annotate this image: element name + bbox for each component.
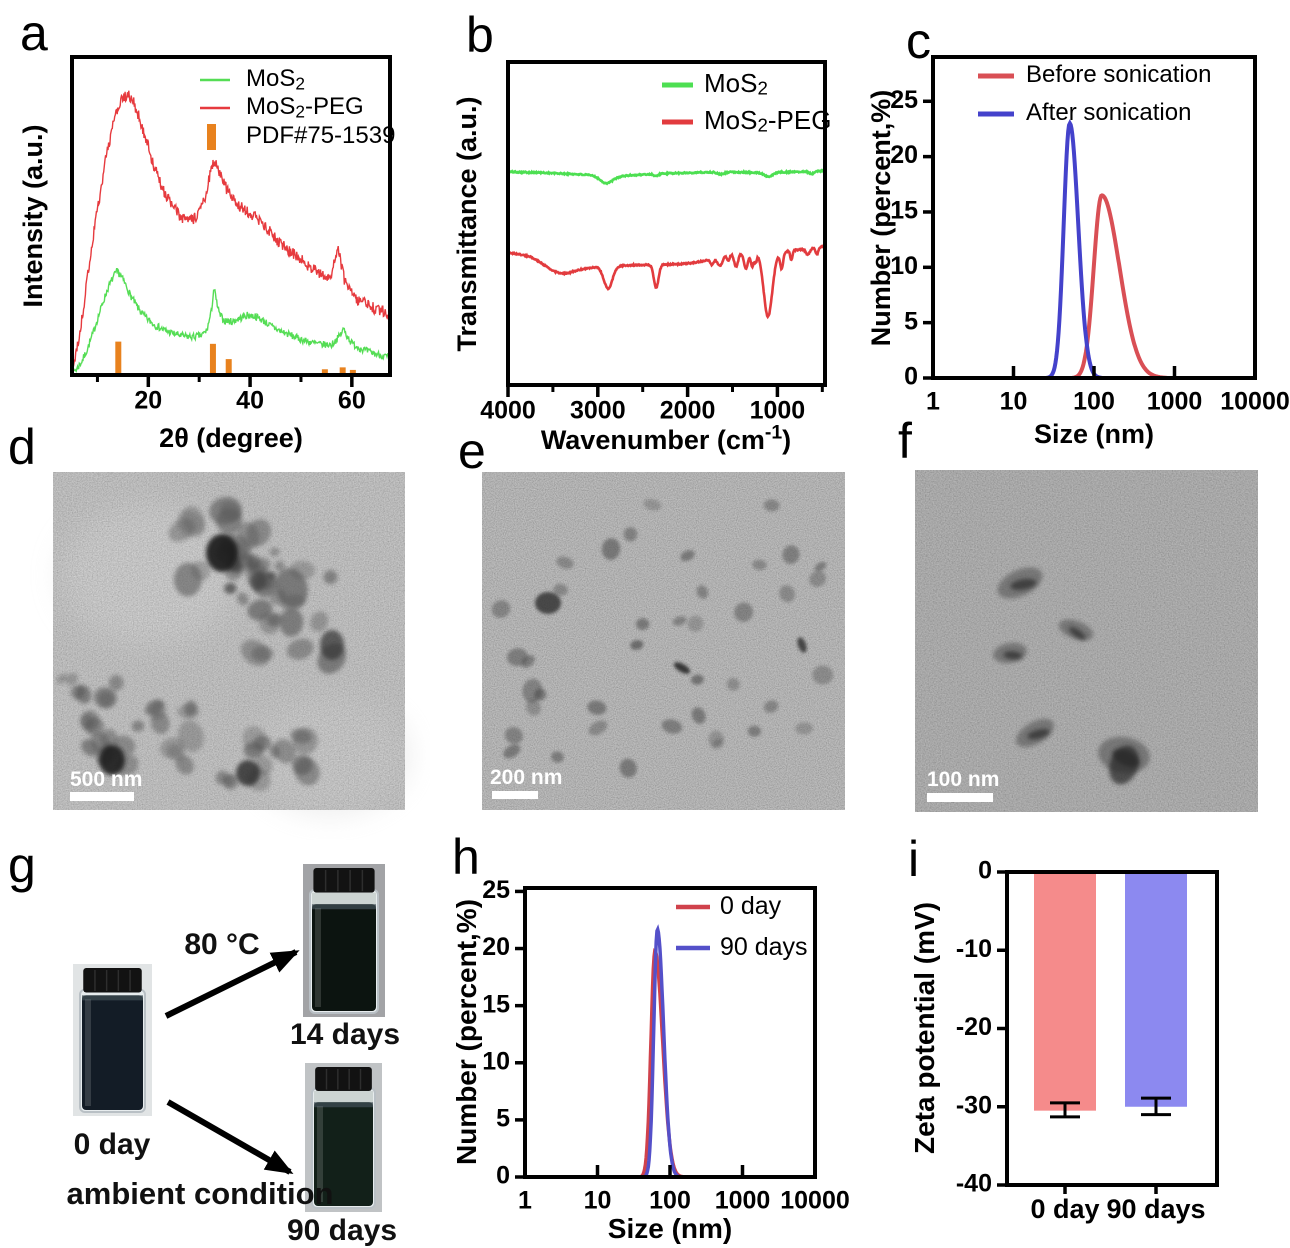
svg-text:1000: 1000 (1147, 388, 1203, 416)
svg-text:0: 0 (496, 1162, 510, 1190)
svg-text:90 days: 90 days (720, 933, 808, 961)
svg-text:Zeta potential (mV): Zeta potential (mV) (909, 902, 940, 1154)
panel-label-i: i (908, 831, 920, 887)
scale-bar-label-f: 100 nm (927, 768, 999, 791)
svg-text:25: 25 (890, 86, 918, 114)
svg-text:1000: 1000 (750, 397, 806, 425)
sample-vials (73, 864, 385, 1212)
svg-text:2θ (degree): 2θ (degree) (159, 423, 303, 453)
svg-text:Wavenumber (cm-1​): Wavenumber (cm-1​) (541, 422, 791, 455)
scale-bar-e (492, 791, 538, 799)
svg-text:3000: 3000 (570, 397, 626, 425)
svg-text:MoS2​-PEG: MoS2​-PEG (704, 105, 831, 136)
svg-text:Size (nm): Size (nm) (1034, 419, 1154, 449)
svg-text:20: 20 (134, 387, 162, 415)
svg-text:MoS2​: MoS2​ (246, 65, 305, 93)
panel-d-tem-image: 500 nm (0, 455, 430, 840)
svg-text:Size (nm): Size (nm) (608, 1213, 732, 1244)
svg-text:15: 15 (890, 197, 918, 225)
panel-label-c: c (906, 13, 931, 69)
svg-text:-20: -20 (956, 1013, 992, 1041)
svg-text:100: 100 (1073, 388, 1115, 416)
svg-text:Number (percent,%): Number (percent,%) (866, 90, 896, 347)
svg-text:Number (percent,%): Number (percent,%) (451, 899, 482, 1165)
svg-text:10: 10 (482, 1047, 510, 1075)
tem-micrograph-f (915, 470, 1258, 812)
panel-c-dls-chart: 1 10 100 1000 10000 0 5 10 15 20 25 Size (nm) Number… (860, 0, 1290, 455)
svg-text:1: 1 (926, 388, 940, 416)
svg-text:4000: 4000 (480, 397, 536, 425)
svg-text:0 day: 0 day (720, 892, 782, 920)
svg-text:Before sonication: Before sonication (1026, 61, 1211, 88)
svg-text:60: 60 (338, 387, 366, 415)
svg-text:100: 100 (649, 1187, 691, 1215)
scale-bar-label-e: 200 nm (490, 766, 562, 789)
scale-bar-label-d: 500 nm (70, 768, 142, 791)
svg-text:1: 1 (518, 1187, 532, 1215)
panel-label-g: g (8, 837, 36, 893)
panel-h-dls-chart: 1 10 100 1000 10000 0 5 10 15 20 25 Size (nm) Number… (420, 840, 860, 1248)
start-label: 0 day (73, 1128, 151, 1161)
panel-g-stability-photos: 80 °C 14 days 0 day ambient condition 90… (0, 840, 430, 1248)
svg-text:5: 5 (904, 307, 918, 335)
svg-text:0 day: 0 day (1030, 1194, 1099, 1224)
svg-text:15: 15 (482, 990, 510, 1018)
svg-text:5: 5 (496, 1104, 510, 1132)
svg-text:1000: 1000 (715, 1187, 771, 1215)
svg-text:Transmittance (a.u.): Transmittance (a.u.) (452, 96, 482, 351)
svg-text:Intensity (a.u.): Intensity (a.u.) (18, 124, 48, 307)
svg-text:MoS2​: MoS2​ (704, 68, 768, 99)
tem-micrograph-e (482, 472, 845, 810)
panel-i-zeta-chart: 0 -10 -20 -30 -40 0 day 90 days Zeta potential … (860, 840, 1290, 1248)
svg-text:MoS2​-PEG: MoS2​-PEG (246, 93, 364, 121)
svg-text:25: 25 (482, 876, 510, 904)
ambient-condition-label: ambient condition (66, 1176, 334, 1211)
panel-label-h: h (452, 829, 480, 885)
ambient-result-label: 90 days (286, 1214, 398, 1247)
svg-text:10000: 10000 (1220, 388, 1290, 416)
svg-text:10: 10 (584, 1187, 612, 1215)
svg-text:10: 10 (890, 252, 918, 280)
svg-text:0: 0 (904, 363, 918, 391)
svg-text:40: 40 (236, 387, 264, 415)
panel-label-e: e (458, 423, 486, 479)
tem-micrograph-d (53, 472, 410, 815)
svg-text:PDF#75-1539: PDF#75-1539 (246, 122, 395, 149)
panel-a-xrd-chart: 20 40 60 2θ (degree) Intensity (a.u.) MoS2​Mo… (0, 0, 440, 455)
svg-text:0: 0 (978, 857, 992, 885)
arrow-heat (164, 949, 300, 1019)
panel-e-tem-image: 200 nm (430, 455, 860, 840)
svg-text:2000: 2000 (660, 397, 716, 425)
svg-text:After sonication: After sonication (1026, 99, 1191, 126)
panel-label-b: b (466, 7, 494, 63)
panel-label-f: f (898, 413, 912, 469)
svg-text:20: 20 (482, 933, 510, 961)
svg-text:10000: 10000 (780, 1187, 850, 1215)
svg-text:10: 10 (1000, 388, 1028, 416)
scale-bar-d (70, 792, 134, 801)
panel-f-tem-image: 100 nm (860, 455, 1290, 840)
svg-text:20: 20 (890, 141, 918, 169)
scale-bar-f (927, 793, 993, 802)
svg-text:-30: -30 (956, 1091, 992, 1119)
svg-text:-40: -40 (956, 1170, 992, 1198)
svg-text:-10: -10 (956, 935, 992, 963)
panel-label-d: d (8, 419, 36, 475)
heat-result-label: 14 days (289, 1018, 401, 1051)
svg-text:90 days: 90 days (1106, 1194, 1205, 1224)
heat-condition-label: 80 °C (184, 928, 260, 961)
arrow-ambient (166, 1099, 294, 1175)
panel-label-a: a (20, 5, 48, 61)
